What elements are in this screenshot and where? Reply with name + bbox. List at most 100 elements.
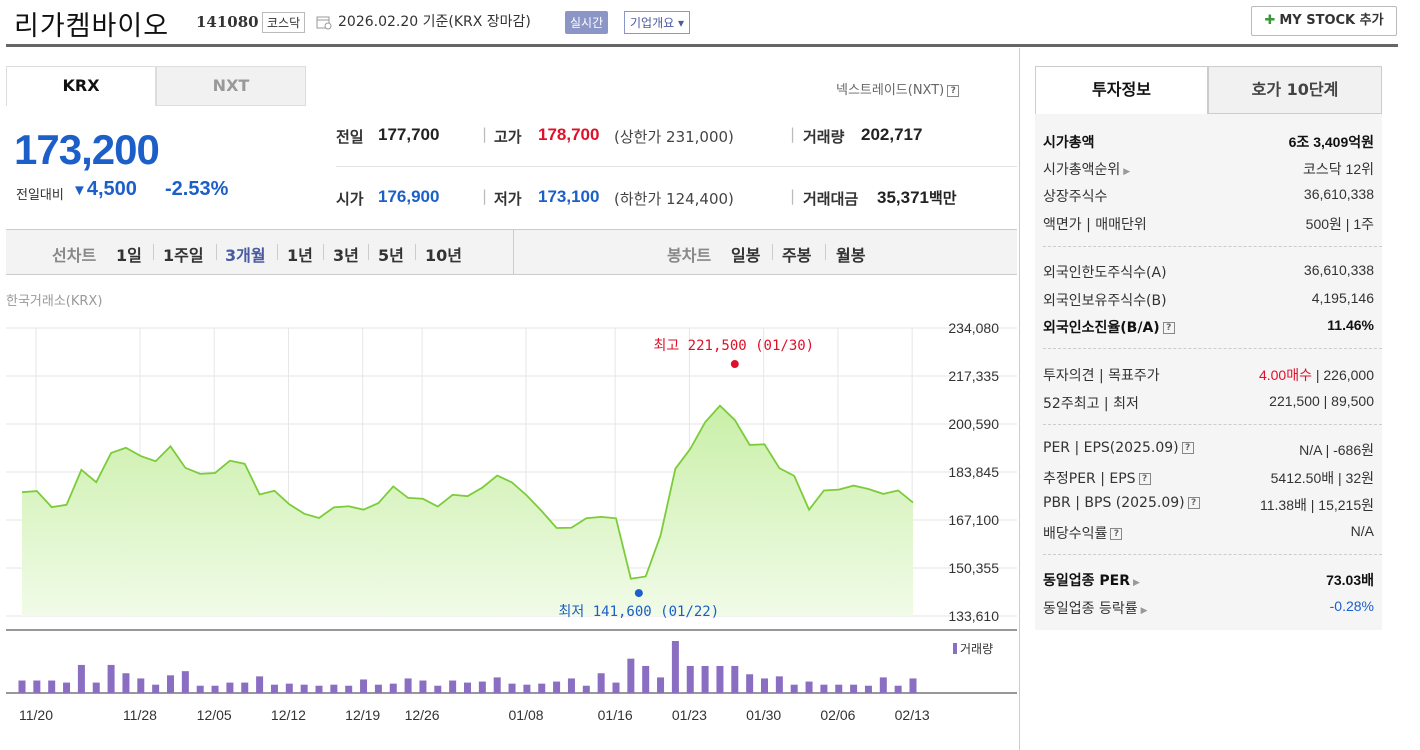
volume-bar — [285, 683, 293, 693]
volume-bar — [449, 680, 457, 693]
help-icon[interactable]: ? — [1162, 322, 1175, 334]
section-divider — [1043, 246, 1382, 247]
help-icon[interactable]: ? — [1181, 442, 1194, 454]
x-tick-label: 11/20 — [19, 707, 53, 723]
realtime-button[interactable]: 실시간 — [565, 11, 609, 34]
x-tick-label: 01/08 — [509, 707, 544, 723]
max-price-marker — [730, 360, 739, 369]
volume-bar — [18, 680, 26, 693]
volume-bar — [864, 685, 872, 693]
volume-bar — [657, 677, 665, 693]
base-date: 2026.02.20 기준(KRX 장마감) — [338, 14, 531, 30]
volume-bar — [508, 683, 516, 693]
period-3y[interactable]: 3년 — [333, 246, 359, 265]
x-tick-label: 01/30 — [746, 707, 781, 723]
turnover-number: 35,371 — [877, 188, 929, 207]
high-value: 178,700 — [538, 125, 600, 144]
y-tick-label: 133,610 — [948, 608, 999, 624]
volume-bar — [33, 680, 41, 693]
max-price-label: 최고 221,500 (01/30) — [653, 338, 814, 354]
volume-bar — [894, 685, 902, 693]
candle-weekly[interactable]: 주봉 — [782, 246, 812, 265]
help-icon[interactable]: ? — [947, 84, 960, 97]
volume-bar — [137, 678, 145, 693]
tab-krx[interactable]: KRX — [6, 66, 156, 106]
volume-bar — [879, 677, 887, 693]
add-my-stock-label: MY STOCK 추가 — [1279, 13, 1384, 28]
tab-order-book[interactable]: 호가 10단계 — [1208, 66, 1382, 114]
volume-bar — [627, 658, 635, 693]
volume-bar — [820, 684, 828, 693]
volume-bar — [761, 678, 768, 693]
volume-bar — [330, 684, 338, 693]
volume-bar — [152, 684, 160, 693]
volume-bar — [523, 684, 531, 693]
x-tick-label: 12/05 — [197, 707, 232, 723]
volume-bar — [404, 678, 412, 693]
pbr-row: PBR | BPS (2025.09)? 11.38배 | 15,215원 — [1043, 495, 1374, 513]
section-divider — [1043, 554, 1382, 555]
period-bar-divider — [513, 229, 514, 275]
industry-per-row[interactable]: 동일업종 PER ▶ 73.03배 — [1043, 572, 1374, 589]
add-my-stock-button[interactable]: ✚ MY STOCK 추가 — [1251, 6, 1397, 36]
period-1d[interactable]: 1일 — [116, 246, 142, 265]
period-1y[interactable]: 1년 — [287, 246, 313, 265]
tab-invest-info[interactable]: 투자정보 — [1035, 66, 1208, 114]
candle-daily[interactable]: 일봉 — [731, 246, 761, 265]
tab-nxt[interactable]: NXT — [156, 66, 306, 106]
volume-bar — [597, 673, 605, 693]
turnover-unit: 백만 — [929, 190, 957, 207]
volume-bar — [582, 685, 590, 693]
company-overview-dropdown[interactable]: 기업개요 ▾ — [624, 11, 690, 34]
help-icon[interactable]: ? — [1110, 528, 1123, 540]
period-5y[interactable]: 5년 — [378, 246, 404, 265]
volume-bar — [63, 682, 71, 693]
dividend-row: 배당수익률? N/A — [1043, 523, 1374, 542]
volume-bar — [850, 684, 858, 693]
period-1w[interactable]: 1주일 — [163, 246, 204, 265]
period-10y[interactable]: 10년 — [425, 246, 462, 265]
volume-bar — [181, 671, 189, 693]
period-separator — [772, 244, 773, 260]
plus-icon: ✚ — [1264, 13, 1276, 28]
lower-limit: (하한가 124,400) — [614, 190, 734, 208]
volume-bar — [671, 641, 679, 693]
chart-source: 한국거래소(KRX) — [6, 294, 103, 309]
per-row: PER | EPS(2025.09)? N/A | -686원 — [1043, 440, 1374, 458]
volume-bar — [360, 679, 368, 693]
volume-label: 거래량 — [803, 128, 845, 146]
volume-bar — [790, 684, 798, 693]
candle-monthly[interactable]: 월봉 — [836, 246, 866, 265]
volume-bar — [478, 681, 486, 693]
price-line — [21, 404, 914, 580]
industry-change-row[interactable]: 동일업종 등락률 ▶ -0.28% — [1043, 598, 1374, 617]
opinion-value: 4.00매수 — [1258, 367, 1312, 383]
low-value: 173,100 — [538, 187, 600, 206]
stock-code: 141080 — [196, 13, 259, 31]
volume-bar — [909, 678, 917, 693]
mcap-rank-row[interactable]: 시가총액순위 ▶ 코스닥 12위 — [1043, 161, 1374, 178]
period-separator — [216, 244, 217, 260]
nextrade-link[interactable]: 넥스트레이드(NXT)? — [836, 79, 960, 98]
volume-bar — [389, 683, 397, 693]
volume-bar — [642, 665, 650, 693]
change-percent: -2.53% — [165, 178, 229, 200]
stat-separator: | — [790, 125, 796, 143]
volume-bar — [256, 676, 264, 693]
volume-bar — [716, 665, 724, 693]
period-separator — [415, 244, 416, 260]
chevron-right-icon: ▶ — [1140, 606, 1148, 616]
header-divider — [6, 44, 1398, 47]
help-icon[interactable]: ? — [1138, 473, 1151, 485]
period-3m[interactable]: 3개월 — [225, 246, 266, 265]
mcap-row: 시가총액 6조 3,409억원 — [1043, 134, 1374, 151]
x-tick-label: 12/26 — [405, 707, 440, 723]
volume-bar — [107, 664, 115, 693]
volume-bar — [567, 678, 575, 693]
prev-close-value: 177,700 — [378, 125, 440, 144]
period-separator — [277, 244, 278, 260]
volume-legend: 거래량 — [960, 642, 993, 656]
help-icon[interactable]: ? — [1187, 497, 1200, 509]
section-divider — [1043, 348, 1382, 349]
volume-bar — [434, 685, 442, 693]
